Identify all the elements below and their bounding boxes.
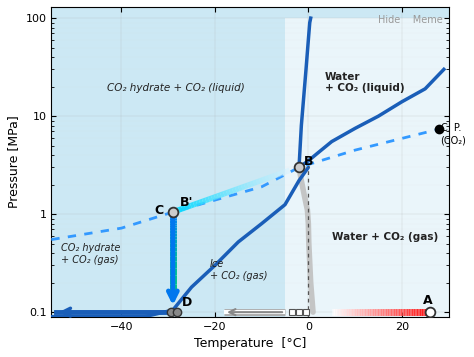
X-axis label: Temperature  [°C]: Temperature [°C] — [194, 337, 306, 350]
Text: CO₂ hydrate + CO₂ (liquid): CO₂ hydrate + CO₂ (liquid) — [108, 83, 245, 93]
Polygon shape — [285, 18, 448, 317]
Text: C: C — [154, 204, 163, 217]
Text: Ice
+ CO₂ (gas): Ice + CO₂ (gas) — [210, 259, 268, 281]
Text: A: A — [423, 295, 432, 307]
Text: CO₂ hydrate
+ CO₂ (gas): CO₂ hydrate + CO₂ (gas) — [61, 243, 120, 265]
Text: Water + CO₂ (gas): Water + CO₂ (gas) — [332, 232, 438, 242]
Text: Hide    Meme: Hide Meme — [378, 15, 443, 25]
Text: B': B' — [180, 196, 193, 209]
Text: B: B — [304, 155, 313, 168]
Text: Water
+ CO₂ (liquid): Water + CO₂ (liquid) — [325, 71, 404, 93]
Text: D: D — [182, 296, 192, 309]
Y-axis label: Pressure [MPa]: Pressure [MPa] — [7, 115, 20, 208]
Text: C. P.
(CO₂): C. P. (CO₂) — [441, 124, 466, 145]
